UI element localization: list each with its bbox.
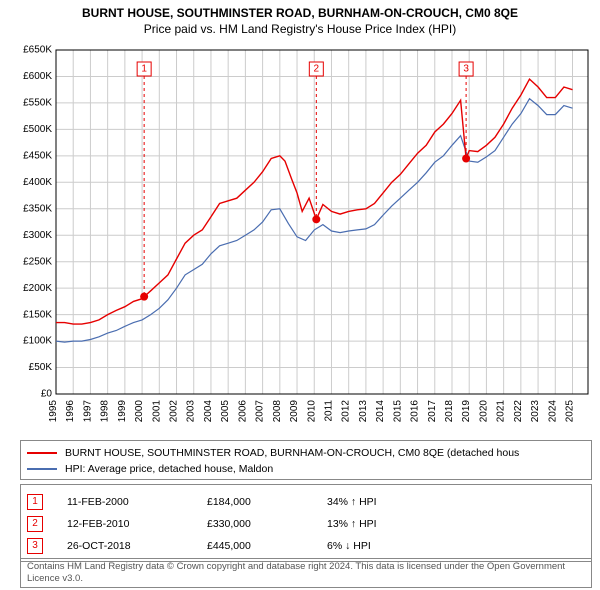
y-tick-label: £450K — [23, 150, 52, 161]
legend-row: BURNT HOUSE, SOUTHMINSTER ROAD, BURNHAM-… — [27, 445, 585, 461]
x-tick-label: 1997 — [82, 400, 93, 423]
x-tick-label: 2018 — [444, 400, 455, 423]
y-tick-label: £650K — [23, 45, 52, 56]
x-tick-label: 2011 — [323, 400, 334, 422]
x-tick-label: 2013 — [358, 400, 369, 423]
event-row-delta: 6% ↓ HPI — [327, 540, 447, 552]
event-row: 3 26-OCT-2018£445,0006% ↓ HPI — [27, 535, 585, 557]
chart-area: £0 £50K £100K £150K £200K £250K £300K £350K £400… — [8, 44, 592, 434]
x-tick-label: 2008 — [272, 400, 283, 423]
event-row-date: 26-OCT-2018 — [67, 540, 207, 552]
event-row-date: 12-FEB-2010 — [67, 518, 207, 530]
x-tick-label: 2010 — [306, 400, 317, 423]
x-tick-label: 2003 — [186, 400, 197, 423]
x-tick-label: 1999 — [117, 400, 128, 423]
x-tick-label: 2002 — [169, 400, 180, 423]
x-tick-label: 2019 — [461, 400, 472, 423]
legend: BURNT HOUSE, SOUTHMINSTER ROAD, BURNHAM-… — [20, 440, 592, 480]
y-tick-label: £0 — [41, 389, 53, 400]
legend-swatch — [27, 468, 57, 470]
event-row-date: 11-FEB-2000 — [67, 496, 207, 508]
event-marker-label-1: 1 — [141, 64, 147, 75]
y-tick-label: £350K — [23, 203, 52, 214]
event-row-price: £445,000 — [207, 540, 327, 552]
x-tick-label: 1996 — [65, 400, 76, 423]
event-dot-1 — [140, 293, 148, 301]
legend-row: HPI: Average price, detached house, Mald… — [27, 461, 585, 477]
event-row: 2 12-FEB-2010£330,00013% ↑ HPI — [27, 513, 585, 535]
x-tick-label: 2015 — [392, 400, 403, 423]
y-tick-label: £400K — [23, 177, 52, 188]
event-row-marker: 3 — [27, 538, 43, 554]
x-tick-label: 2007 — [255, 400, 266, 423]
chart-title: BURNT HOUSE, SOUTHMINSTER ROAD, BURNHAM-… — [0, 6, 600, 20]
page-root: { "title": "BURNT HOUSE, SOUTHMINSTER RO… — [0, 0, 600, 590]
chart-svg: £0 £50K £100K £150K £200K £250K £300K £350K £400… — [8, 44, 592, 434]
y-tick-label: £300K — [23, 230, 52, 241]
x-tick-label: 2012 — [341, 400, 352, 423]
event-row-delta: 34% ↑ HPI — [327, 496, 447, 508]
y-tick-label: £550K — [23, 98, 52, 109]
x-tick-label: 2021 — [496, 400, 507, 423]
events-table: 1 11-FEB-2000£184,00034% ↑ HPI 2 12-FEB-201… — [20, 484, 592, 562]
y-tick-label: £600K — [23, 71, 52, 82]
y-tick-label: £100K — [23, 336, 52, 347]
event-marker-label-2: 2 — [314, 64, 320, 75]
x-tick-label: 2004 — [203, 400, 214, 423]
x-tick-label: 2023 — [530, 400, 541, 423]
legend-label: HPI: Average price, detached house, Mald… — [65, 463, 273, 475]
event-dot-3 — [462, 154, 470, 162]
y-tick-label: £50K — [29, 362, 53, 373]
y-tick-label: £150K — [23, 309, 52, 320]
legend-label: BURNT HOUSE, SOUTHMINSTER ROAD, BURNHAM-… — [65, 447, 519, 459]
chart-subtitle: Price paid vs. HM Land Registry's House … — [0, 22, 600, 36]
attribution-text: Contains HM Land Registry data © Crown c… — [20, 558, 592, 588]
x-tick-label: 2024 — [547, 400, 558, 423]
x-tick-label: 2016 — [410, 400, 421, 423]
event-row-delta: 13% ↑ HPI — [327, 518, 447, 530]
legend-swatch — [27, 452, 57, 454]
x-tick-label: 1995 — [48, 400, 59, 423]
x-tick-label: 2017 — [427, 400, 438, 423]
event-dot-2 — [312, 215, 320, 223]
x-tick-label: 1998 — [100, 400, 111, 423]
event-row-price: £330,000 — [207, 518, 327, 530]
event-row-price: £184,000 — [207, 496, 327, 508]
event-marker-label-3: 3 — [463, 64, 469, 75]
x-tick-label: 2000 — [134, 400, 145, 423]
x-tick-label: 2022 — [513, 400, 524, 423]
x-tick-label: 2009 — [289, 400, 300, 423]
y-tick-label: £200K — [23, 283, 52, 294]
event-row-marker: 2 — [27, 516, 43, 532]
x-tick-label: 2006 — [237, 400, 248, 423]
x-tick-label: 2025 — [565, 400, 576, 423]
x-tick-label: 2014 — [375, 400, 386, 423]
y-tick-label: £500K — [23, 124, 52, 135]
title-block: BURNT HOUSE, SOUTHMINSTER ROAD, BURNHAM-… — [0, 0, 600, 36]
x-tick-label: 2001 — [151, 400, 162, 423]
x-tick-label: 2020 — [478, 400, 489, 423]
event-row: 1 11-FEB-2000£184,00034% ↑ HPI — [27, 491, 585, 513]
y-tick-label: £250K — [23, 256, 52, 267]
event-row-marker: 1 — [27, 494, 43, 510]
x-tick-label: 2005 — [220, 400, 231, 423]
